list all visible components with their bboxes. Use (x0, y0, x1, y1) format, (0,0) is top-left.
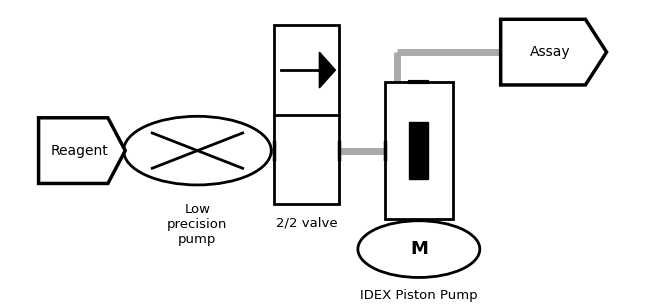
Text: Assay: Assay (530, 45, 570, 59)
Bar (385, 82, 453, 219)
Circle shape (124, 116, 271, 185)
Text: M: M (410, 240, 428, 258)
Polygon shape (319, 52, 336, 88)
Text: 2/2 valve: 2/2 valve (276, 216, 338, 229)
Text: Low
precision
pump: Low precision pump (167, 203, 228, 246)
Text: Reagent: Reagent (51, 144, 108, 158)
Bar (409, 122, 428, 179)
Circle shape (358, 221, 480, 278)
Polygon shape (39, 118, 125, 184)
Bar (274, 25, 339, 204)
Polygon shape (501, 19, 607, 85)
Text: IDEX Piston Pump: IDEX Piston Pump (360, 289, 478, 302)
